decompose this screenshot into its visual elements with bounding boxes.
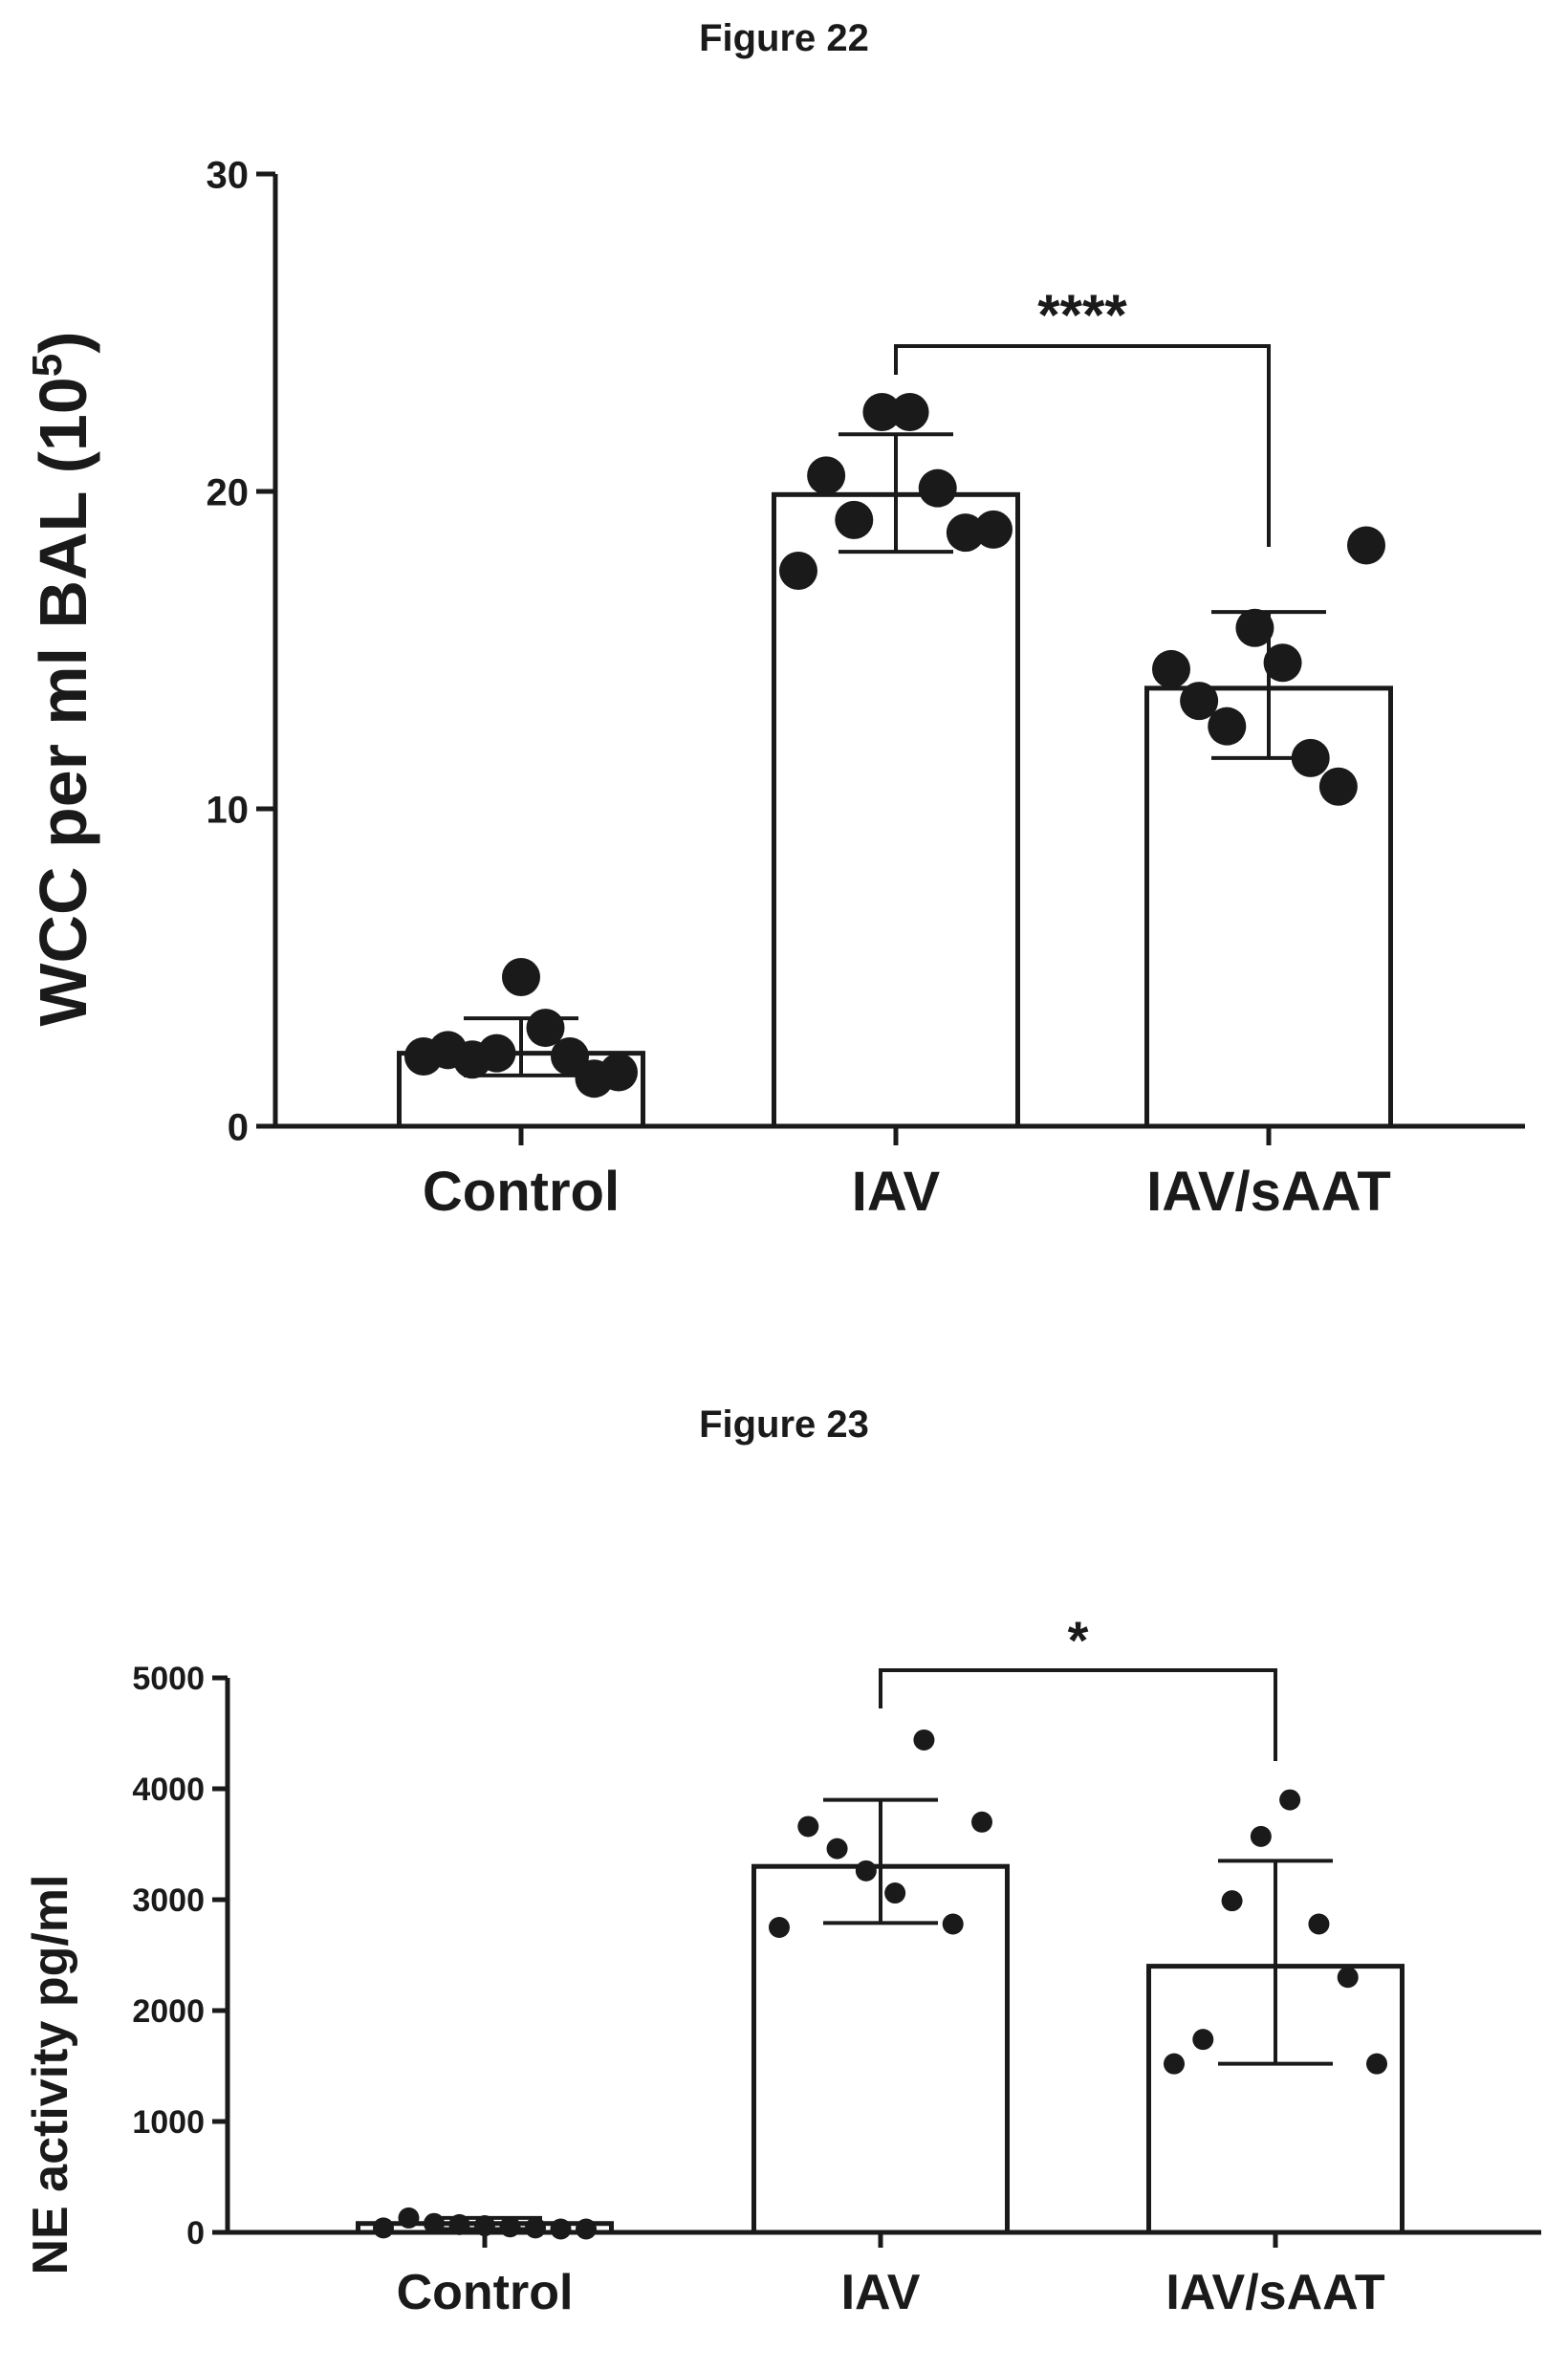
data-point xyxy=(502,957,540,996)
significance-bracket xyxy=(879,1668,1277,1761)
y-tick-label: 20 xyxy=(207,471,250,513)
data-point xyxy=(424,2212,445,2234)
data-point xyxy=(599,1053,638,1092)
data-point xyxy=(1279,1789,1301,1811)
data-point xyxy=(373,2217,394,2239)
y-tick-label: 10 xyxy=(207,789,250,831)
data-point xyxy=(526,1009,565,1048)
figure-23-title: Figure 23 xyxy=(699,1403,869,1446)
y-tick-label: 1000 xyxy=(132,2104,205,2141)
data-point xyxy=(779,552,817,590)
significance-label: **** xyxy=(1037,283,1127,347)
data-point xyxy=(525,2217,546,2239)
data-point xyxy=(1366,2053,1387,2075)
data-point xyxy=(1164,2053,1185,2075)
data-point xyxy=(1208,707,1247,746)
ne-activity-bar-chart: NE activity pg/ml 0 1000 2000 3000 4000 5000 C… xyxy=(23,1610,1541,2320)
data-point xyxy=(1308,1913,1330,1935)
category-label: Control xyxy=(397,2265,574,2320)
significance-bracket xyxy=(894,344,1271,547)
data-point xyxy=(1180,682,1219,721)
data-point xyxy=(448,2213,470,2235)
data-point xyxy=(1318,767,1358,806)
data-point xyxy=(1221,1890,1243,1912)
bar xyxy=(1144,685,1393,1129)
data-point xyxy=(551,1036,589,1076)
data-point xyxy=(1235,608,1274,647)
data-point xyxy=(474,2215,495,2237)
data-point xyxy=(1250,1825,1272,1847)
bar xyxy=(772,491,1020,1129)
figure-22-title: Figure 22 xyxy=(699,17,869,59)
data-point xyxy=(550,2218,572,2240)
data-point xyxy=(1152,649,1190,688)
data-point xyxy=(890,393,929,431)
data-point xyxy=(974,510,1013,549)
y-tick-label: 4000 xyxy=(132,1772,205,1808)
data-point xyxy=(884,1882,906,1904)
data-point xyxy=(855,1860,877,1882)
data-point xyxy=(1192,2029,1214,2051)
data-point xyxy=(1263,643,1302,683)
category-label: IAV/sAAT xyxy=(1165,2265,1384,2320)
data-point xyxy=(835,500,874,539)
data-point xyxy=(769,1917,790,1938)
category-label: Control xyxy=(423,1161,620,1223)
category-label: IAV xyxy=(852,1161,941,1223)
data-point xyxy=(942,1913,964,1935)
data-point xyxy=(1291,738,1330,777)
y-tick-label: 5000 xyxy=(132,1661,205,1697)
data-point xyxy=(971,1811,992,1833)
y-axis-label: NE activity pg/ml xyxy=(23,1875,78,2275)
data-point xyxy=(499,2216,521,2238)
data-point xyxy=(946,513,985,553)
y-tick-label: 0 xyxy=(186,2215,205,2251)
data-point xyxy=(1337,1967,1359,1989)
data-point xyxy=(913,1729,935,1751)
data-point xyxy=(797,1816,819,1838)
data-point xyxy=(826,1838,848,1860)
y-tick-label: 0 xyxy=(228,1106,249,1148)
data-point xyxy=(807,456,846,495)
category-label: IAV/sAAT xyxy=(1146,1161,1391,1223)
data-point xyxy=(398,2207,420,2229)
y-tick-label: 2000 xyxy=(132,1993,205,2030)
y-axis-label: WCC per ml BAL (105) xyxy=(24,331,100,1026)
wcc-bar-chart: WCC per ml BAL (105) 0 10 20 30 Control IAV IA… xyxy=(24,154,1525,1223)
category-label: IAV xyxy=(841,2265,921,2320)
y-tick-label: 30 xyxy=(207,154,250,196)
significance-label: * xyxy=(1068,1610,1089,1670)
data-point xyxy=(862,393,902,431)
data-point xyxy=(576,2218,597,2240)
data-point xyxy=(1347,526,1385,565)
data-point xyxy=(477,1033,516,1073)
y-tick-label: 3000 xyxy=(132,1882,205,1919)
data-point xyxy=(918,468,957,508)
